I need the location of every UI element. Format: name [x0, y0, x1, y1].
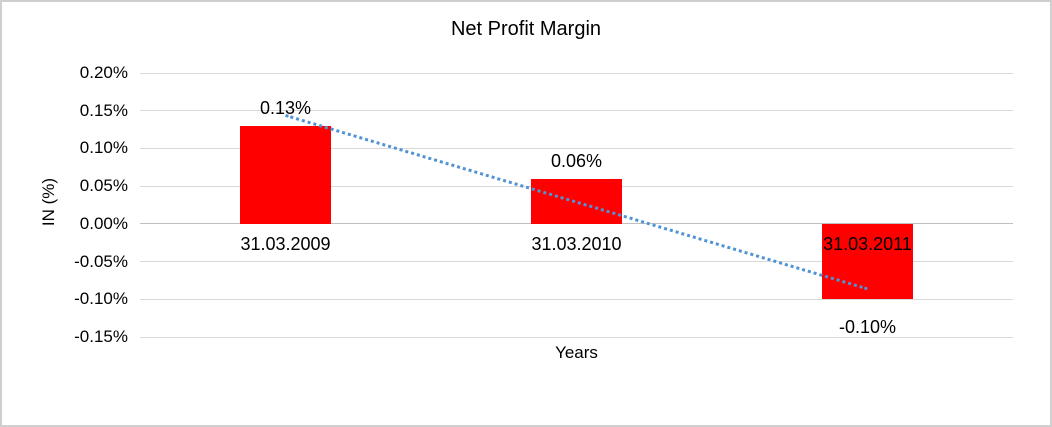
- category-label: 31.03.2009: [240, 233, 331, 254]
- y-tick-label: 0.20%: [79, 63, 128, 82]
- data-label: 0.06%: [550, 150, 603, 171]
- gridline: [140, 110, 1013, 112]
- category-label: 31.03.2010: [531, 233, 622, 254]
- y-tick-label: 0.10%: [79, 138, 128, 158]
- gridline: [140, 261, 1013, 263]
- data-label: 0.13%: [259, 97, 312, 118]
- gridline: [140, 72, 1013, 74]
- bar-31.03.2011[interactable]: [822, 223, 913, 300]
- data-label: -0.10%: [838, 317, 897, 338]
- y-tick-label: -0.05%: [74, 251, 128, 271]
- bar-31.03.2010[interactable]: [531, 178, 622, 224]
- category-label: 31.03.2011: [823, 233, 912, 254]
- bar-31.03.2009[interactable]: [240, 125, 331, 224]
- gridline: [140, 298, 1013, 300]
- y-tick-label: -0.10%: [74, 289, 128, 309]
- gridline: [140, 336, 1013, 338]
- y-tick-label: 0.00%: [79, 213, 128, 233]
- gridline: [140, 147, 1013, 149]
- trendline[interactable]: [284, 114, 868, 291]
- x-axis-title: Years: [555, 343, 598, 362]
- x-axis-line: [140, 223, 1013, 225]
- y-tick-label: -0.15%: [74, 327, 128, 346]
- chart-title: Net Profit Margin: [450, 18, 602, 40]
- y-tick-label: 0.05%: [79, 176, 128, 196]
- y-tick-label: 0.15%: [79, 100, 128, 120]
